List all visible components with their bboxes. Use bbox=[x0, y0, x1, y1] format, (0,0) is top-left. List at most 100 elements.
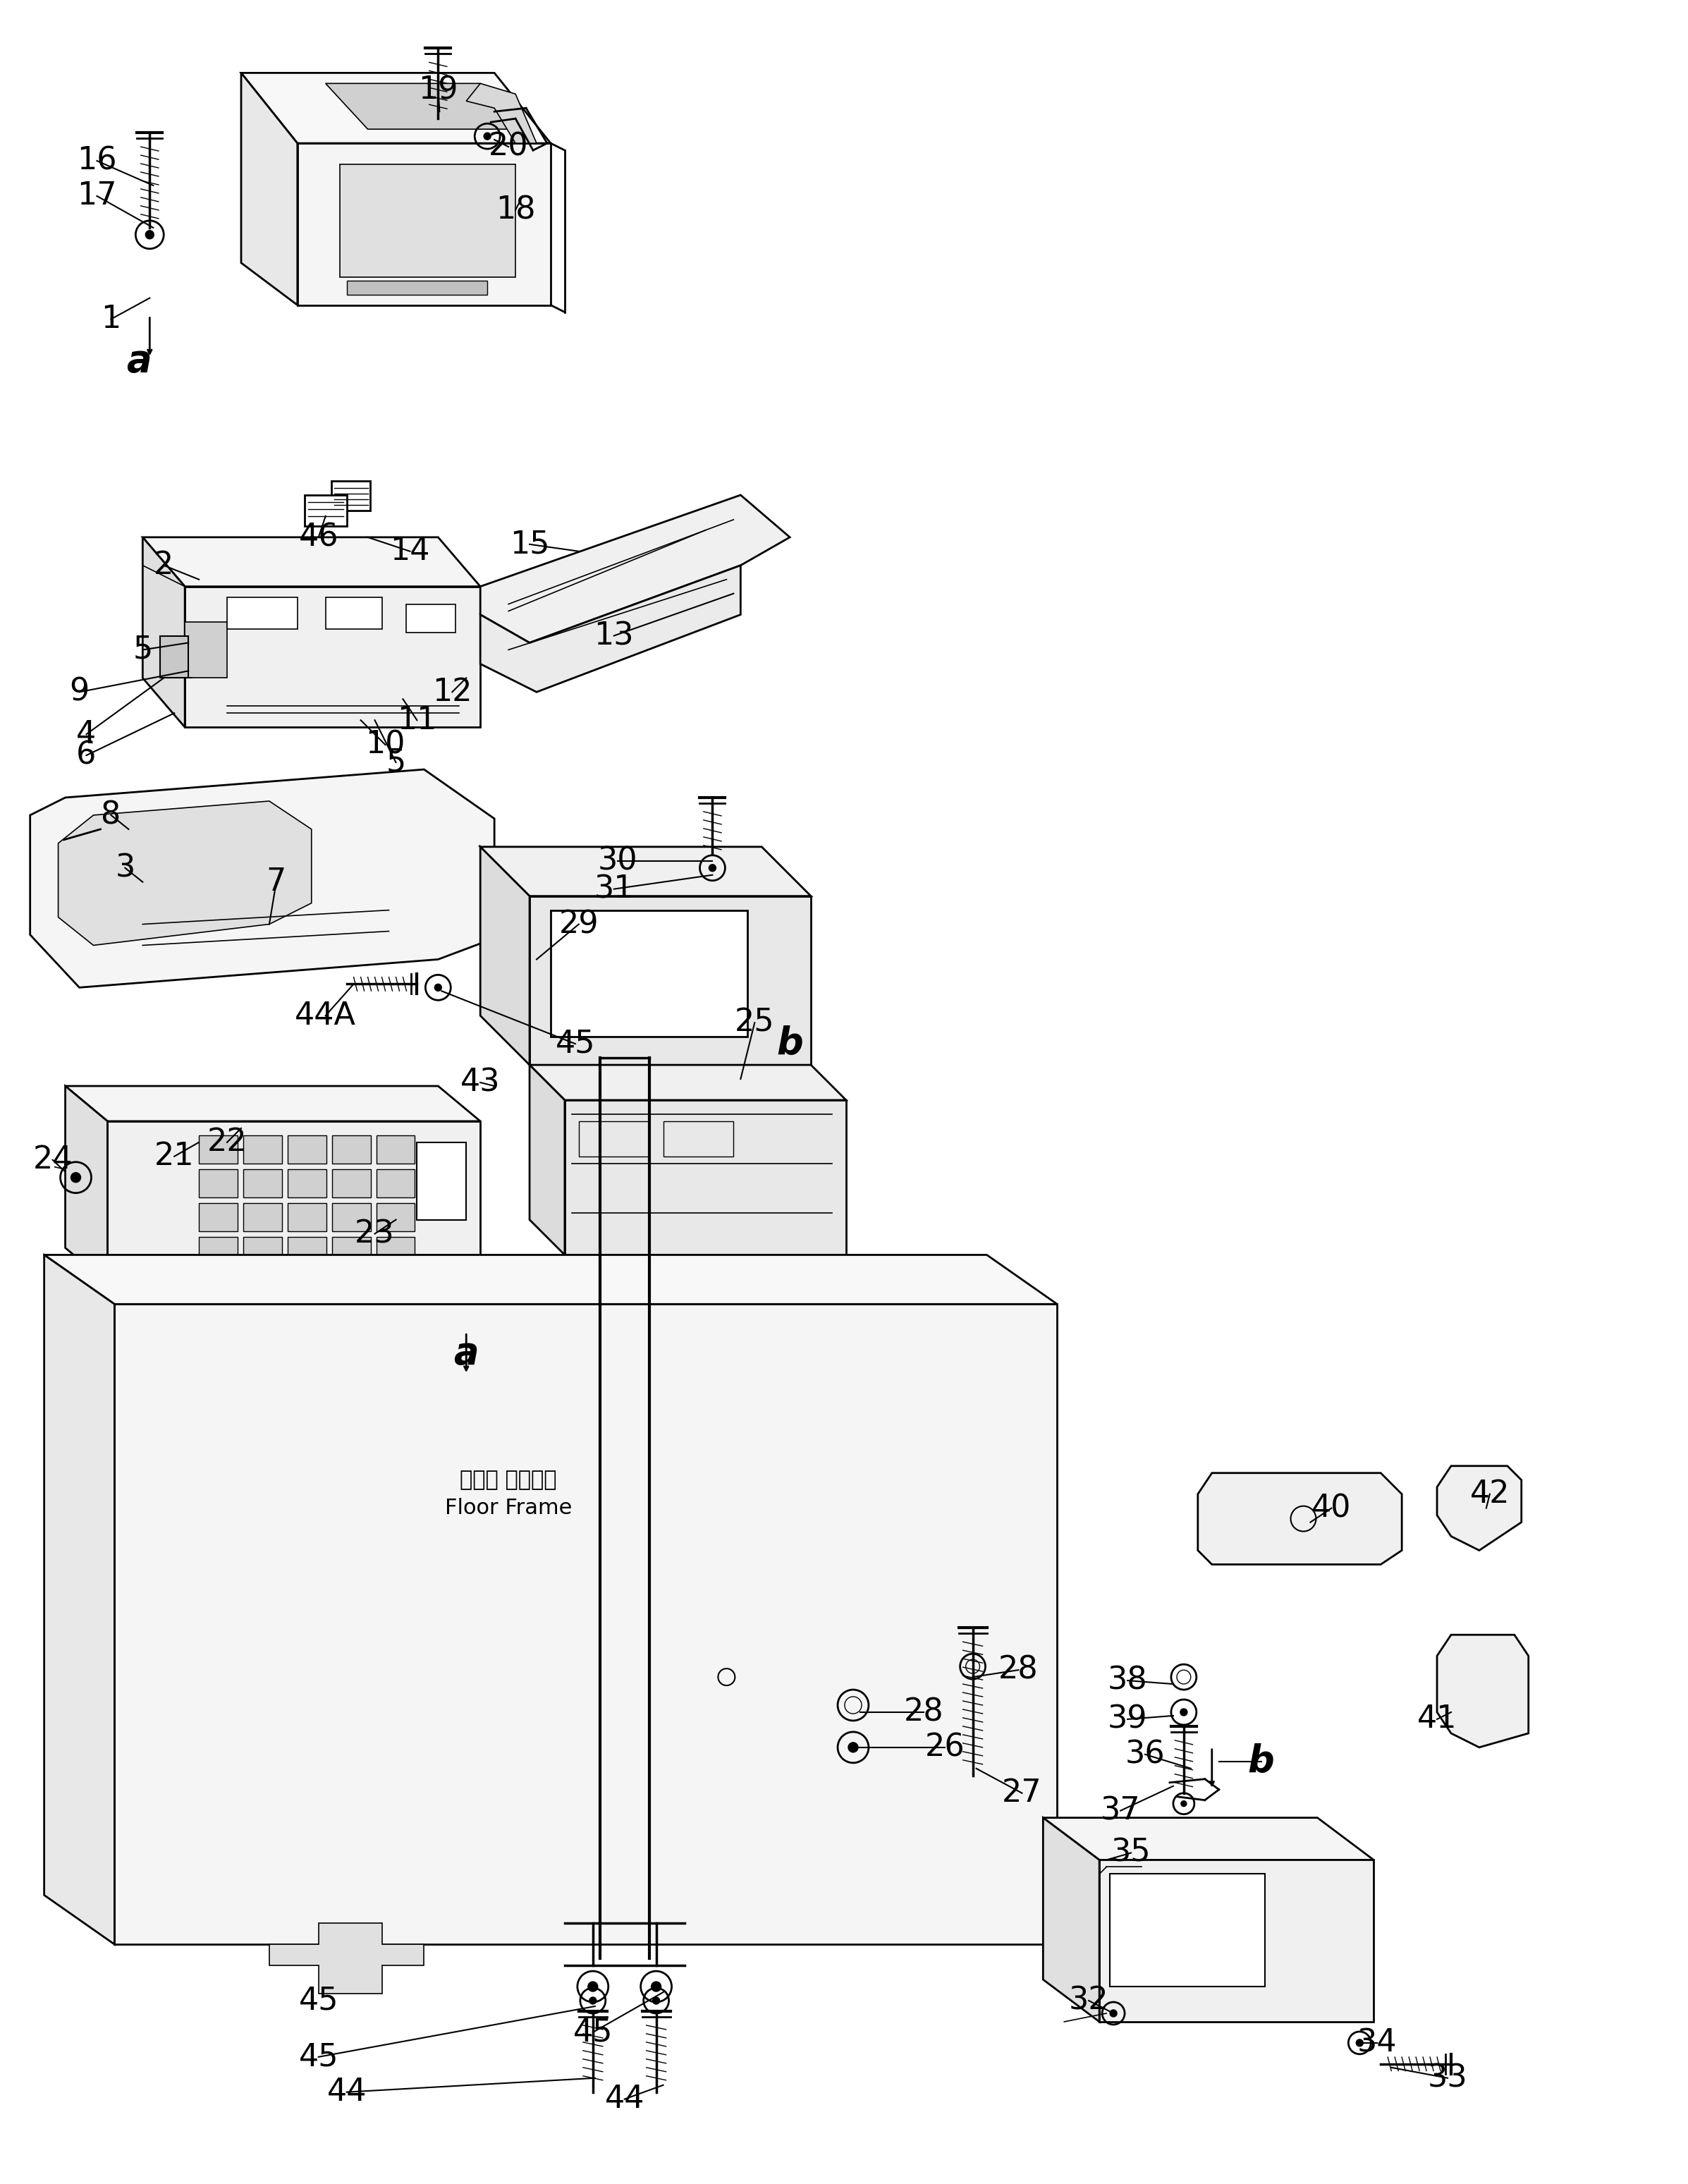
Bar bbox=[243, 1136, 282, 1164]
Polygon shape bbox=[530, 1066, 846, 1101]
Circle shape bbox=[484, 133, 491, 140]
Polygon shape bbox=[270, 1924, 424, 1994]
Text: 21: 21 bbox=[154, 1142, 194, 1171]
Text: 36: 36 bbox=[1126, 1738, 1165, 1769]
Text: a: a bbox=[454, 1334, 479, 1372]
Bar bbox=[160, 636, 189, 677]
Bar bbox=[243, 1236, 282, 1265]
Circle shape bbox=[589, 1996, 596, 2005]
Polygon shape bbox=[1436, 1465, 1521, 1551]
Text: 20: 20 bbox=[488, 131, 528, 162]
Text: 24: 24 bbox=[32, 1144, 73, 1175]
Polygon shape bbox=[57, 802, 312, 946]
Polygon shape bbox=[108, 1120, 481, 1282]
Text: 31: 31 bbox=[594, 874, 635, 904]
Bar bbox=[663, 1120, 734, 1155]
Text: 19: 19 bbox=[419, 74, 457, 105]
Text: 27: 27 bbox=[1003, 1778, 1041, 1808]
Polygon shape bbox=[326, 83, 523, 129]
Bar bbox=[417, 1142, 466, 1219]
Text: 8: 8 bbox=[101, 799, 122, 830]
Bar bbox=[579, 1120, 650, 1155]
Polygon shape bbox=[481, 847, 530, 1066]
Polygon shape bbox=[44, 1256, 1057, 1304]
Text: 28: 28 bbox=[903, 1697, 944, 1728]
Polygon shape bbox=[481, 847, 810, 895]
Bar bbox=[407, 605, 456, 631]
Text: 35: 35 bbox=[1111, 1837, 1151, 1867]
Bar bbox=[287, 1203, 326, 1232]
Circle shape bbox=[1111, 2009, 1117, 2016]
Bar bbox=[199, 1203, 238, 1232]
Text: 29: 29 bbox=[559, 909, 599, 939]
Bar bbox=[228, 596, 297, 629]
Text: 46: 46 bbox=[299, 522, 338, 553]
Bar bbox=[243, 1203, 282, 1232]
Text: 26: 26 bbox=[925, 1732, 964, 1762]
Bar bbox=[550, 911, 748, 1037]
Text: 17: 17 bbox=[78, 181, 116, 212]
Bar bbox=[1111, 1874, 1264, 1987]
Circle shape bbox=[653, 1996, 660, 2005]
Polygon shape bbox=[565, 1101, 846, 1256]
Text: 11: 11 bbox=[397, 705, 437, 736]
Polygon shape bbox=[530, 895, 810, 1066]
Bar bbox=[333, 1203, 371, 1232]
Text: 2: 2 bbox=[154, 550, 174, 581]
Polygon shape bbox=[466, 83, 537, 144]
Text: 44: 44 bbox=[327, 2077, 366, 2108]
Text: 39: 39 bbox=[1107, 1704, 1148, 1734]
Circle shape bbox=[145, 232, 154, 238]
Text: a: a bbox=[127, 343, 152, 380]
Text: 45: 45 bbox=[299, 1985, 338, 2016]
Bar bbox=[339, 164, 515, 277]
Bar bbox=[304, 496, 346, 526]
Polygon shape bbox=[1436, 1636, 1528, 1747]
Polygon shape bbox=[30, 769, 495, 987]
Polygon shape bbox=[1198, 1472, 1401, 1564]
Bar bbox=[376, 1136, 415, 1164]
Polygon shape bbox=[481, 496, 790, 642]
Text: 40: 40 bbox=[1312, 1494, 1352, 1522]
Text: 43: 43 bbox=[461, 1068, 500, 1099]
Text: 5: 5 bbox=[387, 747, 405, 778]
Polygon shape bbox=[143, 537, 186, 727]
Bar bbox=[199, 1236, 238, 1265]
Bar bbox=[346, 280, 488, 295]
Text: フロア フレーム: フロア フレーム bbox=[459, 1470, 557, 1489]
Polygon shape bbox=[143, 537, 481, 587]
Circle shape bbox=[652, 1981, 662, 1992]
Text: 16: 16 bbox=[78, 146, 116, 177]
Bar bbox=[287, 1236, 326, 1265]
Text: 1: 1 bbox=[101, 304, 122, 334]
Bar bbox=[331, 480, 370, 511]
Text: 9: 9 bbox=[69, 677, 89, 708]
Bar bbox=[243, 1168, 282, 1197]
Bar bbox=[333, 1136, 371, 1164]
Circle shape bbox=[587, 1981, 598, 1992]
Text: 14: 14 bbox=[390, 535, 430, 566]
Text: 13: 13 bbox=[594, 620, 635, 651]
Polygon shape bbox=[44, 1256, 115, 1944]
Text: 34: 34 bbox=[1357, 2027, 1398, 2057]
Circle shape bbox=[709, 865, 716, 871]
Text: 42: 42 bbox=[1470, 1479, 1509, 1509]
Text: 28: 28 bbox=[999, 1655, 1038, 1686]
Polygon shape bbox=[66, 1085, 481, 1120]
Text: Floor Frame: Floor Frame bbox=[446, 1498, 572, 1518]
Text: 7: 7 bbox=[267, 867, 287, 898]
Polygon shape bbox=[241, 72, 297, 306]
Bar bbox=[333, 1236, 371, 1265]
Text: 37: 37 bbox=[1101, 1795, 1141, 1826]
Text: 45: 45 bbox=[299, 2042, 338, 2073]
Text: 45: 45 bbox=[572, 2018, 613, 2046]
Circle shape bbox=[71, 1173, 81, 1182]
Text: 38: 38 bbox=[1107, 1666, 1148, 1695]
Polygon shape bbox=[530, 1066, 565, 1256]
Text: 18: 18 bbox=[496, 194, 535, 225]
Text: 32: 32 bbox=[1069, 1985, 1109, 2016]
Circle shape bbox=[1355, 2040, 1364, 2046]
Bar bbox=[287, 1136, 326, 1164]
Bar bbox=[326, 596, 381, 629]
Text: 41: 41 bbox=[1418, 1704, 1457, 1734]
